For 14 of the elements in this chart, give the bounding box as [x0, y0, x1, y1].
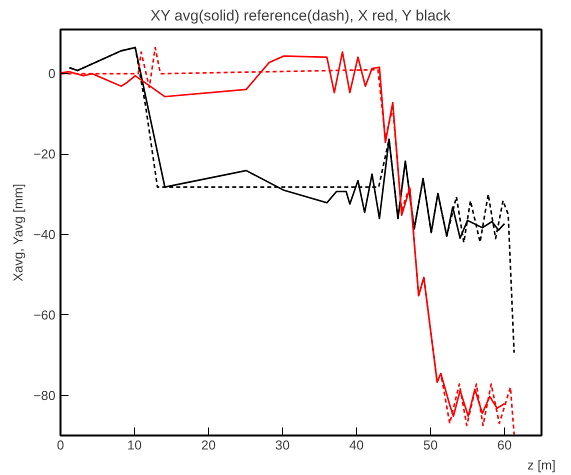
y-tick-label: −60 — [33, 307, 56, 322]
chart-title: XY avg(solid) reference(dash), X red, Y black — [150, 8, 452, 24]
y-axis-title: Xavg, Yavg [mm] — [10, 184, 26, 282]
y-tick-label: −40 — [33, 227, 56, 242]
y-tick-label: −80 — [33, 388, 56, 403]
x-axis-title: z [m] — [527, 458, 556, 472]
x-tick-label: 40 — [349, 438, 364, 452]
x-tick-label: 20 — [201, 438, 216, 452]
x-tick-label: 60 — [497, 438, 512, 452]
y-tick-label: 0 — [48, 66, 56, 82]
y-tick-label: −20 — [33, 146, 56, 162]
x-tick-label: 30 — [275, 438, 290, 452]
x-tick-label: 10 — [127, 438, 142, 452]
x-tick-label: 50 — [423, 438, 438, 452]
